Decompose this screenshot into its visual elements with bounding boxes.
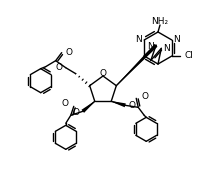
Text: O: O: [128, 101, 135, 110]
Text: O: O: [99, 69, 107, 78]
Text: O: O: [66, 48, 73, 57]
Text: O: O: [62, 99, 69, 108]
Text: N: N: [163, 44, 170, 53]
Text: Cl: Cl: [185, 52, 194, 61]
Polygon shape: [111, 101, 126, 107]
Polygon shape: [116, 44, 157, 86]
Text: O: O: [73, 108, 80, 117]
Text: O: O: [141, 92, 148, 101]
Text: O: O: [56, 63, 63, 72]
Text: N: N: [135, 36, 142, 45]
Polygon shape: [82, 101, 95, 113]
Text: N: N: [147, 42, 154, 51]
Text: N: N: [173, 35, 180, 44]
Text: NH₂: NH₂: [151, 18, 169, 27]
